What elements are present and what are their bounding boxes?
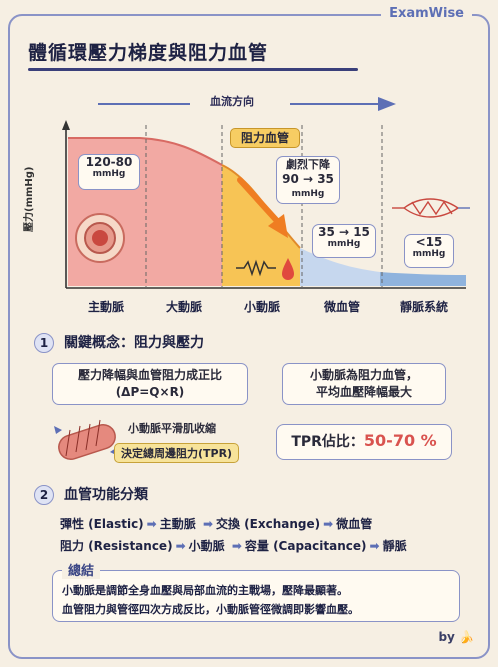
brand-logo: ExamWise [381,6,472,21]
arrow-right-icon: ➡ [369,539,380,553]
aorta-pressure-unit: mmHg [92,169,126,179]
category-vein: 靜脈系統 [399,300,448,314]
tpr-ratio-label: TPR佔比： [291,434,364,450]
aorta-pressure-value: 120-80 [85,155,133,169]
function-vessel: 靜脈 [382,539,407,553]
flow-arrow-head [378,97,396,111]
arteriole-pressure-value: 90 → 35 [282,172,334,186]
arrow-right-icon: ➡ [323,517,334,531]
function-row-resistance: 阻力 (Resistance) ➡ 小動脈 ➡ 容量 (Capacitance) ➡ 靜脈 [60,537,407,554]
concept-box-arteriole: 小動脈為阻力血管， 平均血壓降幅最大 [282,363,446,405]
smooth-muscle-vessel-icon [54,419,118,461]
capillary-network-icon [392,198,470,218]
function-type: 彈性 (Elastic) [60,517,144,531]
orange-arrow-icon [237,177,288,238]
tpr-determines-tag: 決定總周邊阻力(TPR) [114,443,240,463]
summary-box [52,570,460,622]
resistor-icon [236,259,276,277]
vein-pressure-box: <15 mmHg [404,234,454,268]
function-type: 交換 (Exchange) [216,517,321,531]
section2-title: 血管功能分類 [64,487,148,503]
arrow-right-icon: ➡ [175,539,186,553]
arrow-right-icon: ➡ [231,539,242,553]
function-vessel: 主動脈 [159,517,196,531]
summary-title: 總結 [62,560,101,579]
section1-number: 1 [34,333,54,353]
smooth-muscle-text: 小動脈平滑肌收縮 [128,422,216,435]
category-large-artery: 大動脈 [165,300,202,314]
concept2-line1: 小動脈為阻力血管， [309,368,418,382]
capillary-pressure-value: 35 → 15 [318,225,370,239]
blood-drop-icon [282,258,294,280]
concept2-line2: 平均血壓降幅最大 [315,385,412,399]
arteriole-pressure-unit: mmHg [291,189,325,199]
function-type: 阻力 (Resistance) [60,539,173,553]
byline: by 🍌 [438,630,474,644]
summary-line-1: 小動脈是調節全身血壓與局部血流的主戰場，壓降最顯著。 [62,584,348,597]
function-vessel: 微血管 [336,517,373,531]
arteriole-pressure-area [222,165,300,286]
concept-box-pressure-resistance: 壓力降幅與血管阻力成正比 (ΔP=Q×R) [52,363,248,405]
category-arteriole: 小動脈 [243,300,280,314]
vein-pressure-value: <15 [415,235,443,249]
capillary-pressure-box: 35 → 15 mmHg [312,224,376,258]
summary-line-2: 血管阻力與管徑四次方成反比，小動脈管徑微調即影響血壓。 [62,603,359,616]
arteriole-drop-title: 劇烈下降 [286,158,330,171]
function-type: 容量 (Capacitance) [244,539,367,553]
vein-pressure-area [380,272,466,286]
tpr-ratio-value: 50-70 % [363,431,437,450]
title-underline [28,68,358,71]
concept1-line2: (ΔP=Q×R) [115,385,185,399]
function-row-elastic: 彈性 (Elastic) ➡ 主動脈 ➡ 交換 (Exchange) ➡ 微血管 [60,515,372,532]
concept1-line1: 壓力降幅與血管阻力成正比 [77,368,222,382]
aorta-pressure-box: 120-80 mmHg [78,154,140,190]
vein-pressure-unit: mmHg [412,249,446,259]
section2-heading: 2 血管功能分類 [34,484,148,505]
y-axis-label: 壓力(mmHg) [24,166,35,232]
resistance-vessel-tag: 阻力血管 [230,128,300,148]
category-aorta: 主動脈 [87,300,124,314]
pressure-gradient-chart [62,97,470,289]
function-vessel: 小動脈 [188,539,225,553]
arrow-right-icon: ➡ [202,517,213,531]
page-title: 體循環壓力梯度與阻力血管 [28,42,269,64]
arrow-right-icon: ➡ [146,517,157,531]
capillary-pressure-unit: mmHg [327,239,361,249]
section1-heading: 1 關鍵概念：阻力與壓力 [34,332,204,353]
page-frame [8,14,490,659]
flow-direction-label: 血流方向 [210,95,254,108]
tpr-ratio-box: TPR佔比：50-70 % [276,424,452,460]
category-capillary: 微血管 [323,300,360,314]
section1-title: 關鍵概念：阻力與壓力 [64,335,204,351]
aorta-cross-section-icon [75,213,125,263]
arteriole-pressure-box: 劇烈下降 90 → 35 mmHg [276,156,340,204]
section2-number: 2 [34,485,54,505]
